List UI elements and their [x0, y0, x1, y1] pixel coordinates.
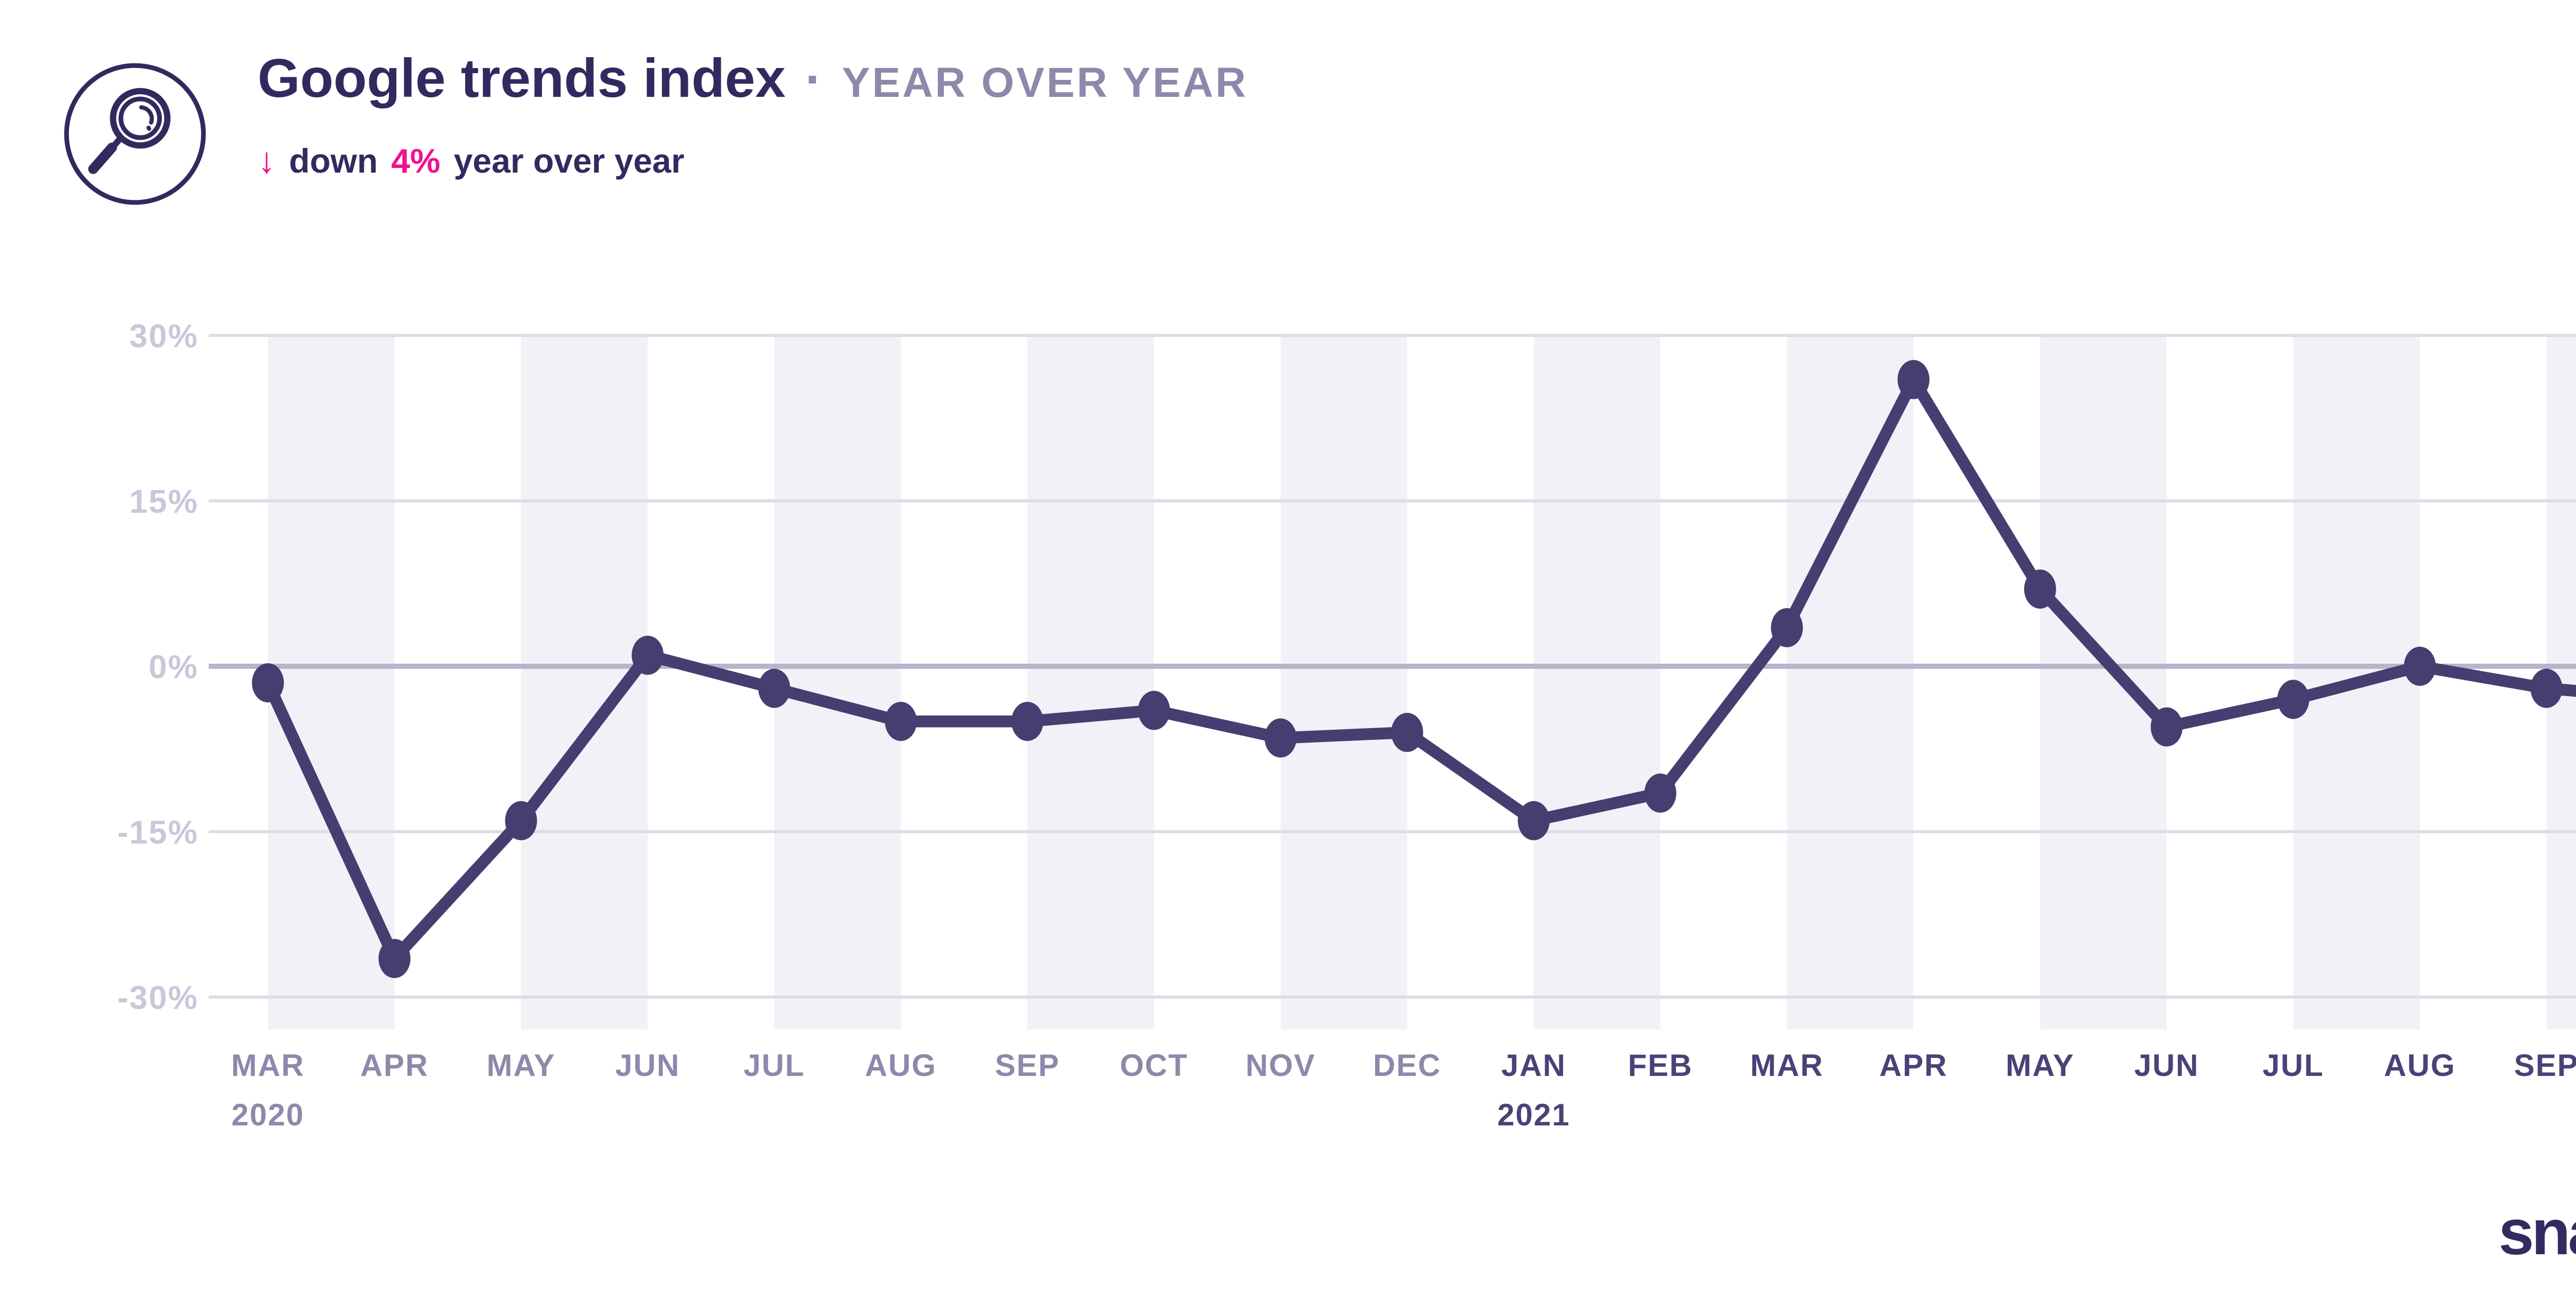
trend-value: 4%: [391, 142, 440, 180]
data-point: [1518, 801, 1550, 840]
x-axis-month-label: SEP: [995, 1048, 1060, 1083]
title-tag: YEAR OVER YEAR: [842, 59, 1248, 106]
lens-highlight-dash: [146, 125, 151, 131]
lens-inner-ring: [118, 96, 162, 140]
x-axis-month-label: MAR: [1750, 1048, 1824, 1083]
x-axis-month-label: JUN: [2134, 1048, 2199, 1083]
x-axis-month-label: NOV: [1246, 1048, 1316, 1083]
trend-summary: ↓ down 4% year over year: [258, 140, 1248, 181]
trend-prefix: down: [289, 142, 378, 180]
x-axis-year-label: 2020: [231, 1098, 304, 1132]
background-stripe: [2040, 335, 2167, 1030]
header: Google trends index · YEAR OVER YEAR ↓ d…: [258, 47, 1248, 181]
x-axis-month-label: JUL: [743, 1048, 805, 1083]
magnifier-badge: [62, 61, 208, 207]
snagajob-logo: snagajob®: [2499, 1201, 2576, 1265]
y-axis-tick-label: 30%: [129, 317, 198, 355]
background-stripe: [1280, 335, 1408, 1030]
background-stripe: [1027, 335, 1154, 1030]
search-icon: [64, 63, 206, 205]
title-separator: ·: [805, 50, 823, 108]
x-axis-month-label: DEC: [1373, 1048, 1442, 1083]
x-axis-month-label: AUG: [2384, 1048, 2455, 1083]
logo-text: snagajob: [2498, 1197, 2576, 1268]
x-axis-month-label: APR: [1879, 1048, 1948, 1083]
data-point: [2150, 707, 2183, 747]
data-point: [2403, 647, 2436, 686]
background-stripe: [1787, 335, 1914, 1030]
data-point: [1644, 773, 1676, 813]
x-axis-month-label: AUG: [865, 1048, 937, 1083]
magnifier-handle: [88, 142, 117, 174]
data-point: [1771, 608, 1803, 648]
trend-line: [262, 374, 2576, 965]
x-axis-month-label: MAY: [2006, 1048, 2075, 1083]
data-point: [1391, 713, 1423, 752]
lens-outer-ring: [110, 88, 171, 149]
data-point: [632, 635, 664, 675]
x-axis-month-label: JAN: [1501, 1048, 1566, 1083]
magnifier-neck: [112, 134, 124, 148]
y-axis-tick-label: -15%: [117, 814, 198, 851]
down-arrow-icon: ↓: [258, 140, 276, 180]
data-point: [1264, 718, 1297, 758]
data-point: [758, 668, 790, 708]
x-axis-month-label: OCT: [1120, 1048, 1189, 1083]
data-point: [378, 939, 411, 979]
x-axis-month-label: MAY: [486, 1048, 555, 1083]
y-axis-tick-label: -30%: [117, 979, 198, 1016]
y-axis-tick-label: 0%: [149, 648, 199, 685]
data-point: [1897, 360, 1930, 399]
lens-highlight-arc: [139, 105, 154, 125]
data-point: [1011, 702, 1044, 741]
data-point: [1138, 690, 1170, 730]
data-point: [252, 663, 284, 703]
title-row: Google trends index · YEAR OVER YEAR: [258, 47, 1248, 110]
page-title: Google trends index: [258, 48, 786, 109]
data-point: [885, 702, 917, 741]
badge-circle: [64, 63, 206, 205]
x-axis-month-label: SEP: [2514, 1048, 2576, 1083]
background-stripe: [774, 335, 901, 1030]
x-axis-month-label: APR: [360, 1048, 429, 1083]
x-axis-month-label: MAR: [231, 1048, 305, 1083]
data-point: [2277, 680, 2310, 719]
x-axis-month-label: JUL: [2263, 1048, 2324, 1083]
x-axis-year-label: 2021: [1497, 1098, 1570, 1132]
data-point: [2024, 569, 2056, 609]
x-axis-month-label: JUN: [615, 1048, 680, 1083]
data-point: [505, 801, 537, 840]
background-stripe: [1534, 335, 1660, 1030]
x-axis-month-label: FEB: [1628, 1048, 1693, 1083]
data-point: [2530, 668, 2563, 708]
trend-suffix: year over year: [453, 142, 685, 180]
y-axis-tick-label: 15%: [129, 483, 198, 520]
